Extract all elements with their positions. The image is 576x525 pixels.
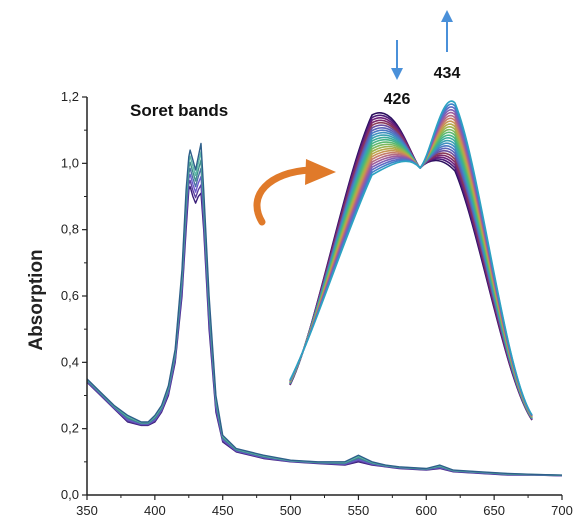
down-arrow-icon xyxy=(391,40,403,80)
x-tick-label: 700 xyxy=(551,503,573,518)
y-tick-label: 0,2 xyxy=(61,421,79,436)
x-tick-label: 600 xyxy=(415,503,437,518)
y-tick-label: 1,0 xyxy=(61,155,79,170)
inset-curve xyxy=(289,119,533,420)
x-tick-label: 400 xyxy=(144,503,166,518)
spectrum-curve xyxy=(86,179,563,477)
main-spectrum-curves xyxy=(86,142,563,477)
x-tick-labels: 350 400 450 500 550 600 650 700 xyxy=(76,495,573,518)
soret-bands-annotation: Soret bands xyxy=(130,101,228,120)
y-tick-label: 1,2 xyxy=(61,89,79,104)
y-tick-label: 0,0 xyxy=(61,487,79,502)
y-tick-label: 0,8 xyxy=(61,222,79,237)
spectrum-curve xyxy=(86,159,563,476)
x-tick-label: 650 xyxy=(483,503,505,518)
x-tick-label: 450 xyxy=(212,503,234,518)
spectrum-curve xyxy=(86,167,563,477)
spectrum-curve xyxy=(86,185,563,477)
up-arrow-icon xyxy=(441,10,453,52)
inset-curve xyxy=(289,117,533,421)
y-tick-label: 0,4 xyxy=(61,354,79,369)
y-tick-label: 0,6 xyxy=(61,288,79,303)
x-tick-label: 350 xyxy=(76,503,98,518)
peak-label-434: 434 xyxy=(434,65,461,82)
x-tick-label: 550 xyxy=(348,503,370,518)
inset-curve xyxy=(289,100,533,416)
spectrum-curve xyxy=(86,142,563,476)
inset-soret-zoom xyxy=(289,100,533,421)
x-tick-label: 500 xyxy=(280,503,302,518)
peak-label-426: 426 xyxy=(384,91,411,108)
spectrum-curve xyxy=(86,151,563,476)
spectrum-curve xyxy=(86,173,563,477)
curved-arrow-icon xyxy=(253,159,336,226)
inset-peak-labels: 426 434 xyxy=(384,65,461,108)
y-axis-label: Absorption xyxy=(26,249,47,350)
y-tick-labels: 0,0 0,2 0,4 0,6 0,8 1,0 1,2 xyxy=(61,89,87,502)
